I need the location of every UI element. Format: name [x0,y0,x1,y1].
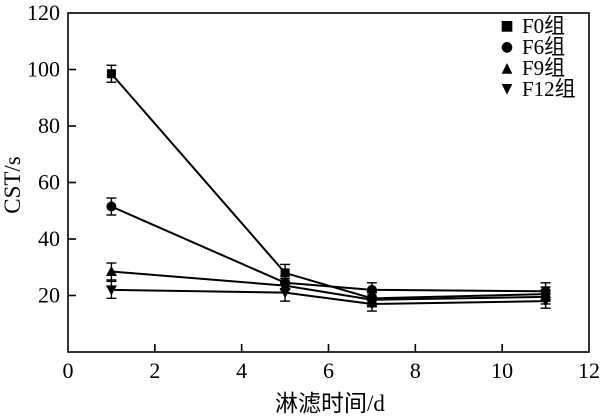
series-line-F9组 [111,270,546,301]
legend-label: F6组 [522,35,566,59]
triangle-up-icon: ▲ [501,60,513,76]
triangle-down-icon: ▼ [501,81,513,97]
series-line-F0组 [110,73,546,300]
y-tick-label: 60 [38,170,60,195]
legend-item-f6: ● F6组 [500,37,576,58]
triangle-down-marker [105,285,117,296]
triangle-down-marker [279,288,291,299]
legend: ■ F0组 ● F6组 ▲ F9组 ▼ F12组 [500,16,576,100]
legend-item-f0: ■ F0组 [500,16,576,37]
square-marker [106,69,116,79]
x-tick-label: 10 [491,358,513,383]
series-line-F12组 [111,288,546,305]
legend-item-f12: ▼ F12组 [500,79,576,100]
x-tick-label: 2 [149,358,160,383]
y-tick-label: 100 [27,57,60,82]
x-tick-label: 8 [410,358,421,383]
y-tick-label: 20 [38,283,60,308]
y-tick-label: 40 [38,226,60,251]
series-line-F6组 [111,205,546,293]
legend-label: F9组 [522,56,566,80]
triangle-up-marker [279,280,291,291]
x-tick-label: 4 [236,358,247,383]
y-tick-label: 120 [27,0,60,25]
legend-label: F0组 [522,14,566,38]
legend-label: F12组 [522,77,576,101]
x-tick-label: 6 [323,358,334,383]
x-tick-label: 0 [63,358,74,383]
y-axis-title: CST/s [0,156,25,214]
x-axis-title: 淋滤时间/d [275,391,385,416]
circle-marker [366,284,377,295]
circle-marker [540,286,551,297]
y-tick-label: 80 [38,113,60,138]
triangle-up-marker [105,265,117,276]
circle-marker [106,201,117,212]
x-tick-label: 12 [578,358,600,383]
legend-item-f9: ▲ F9组 [500,58,576,79]
square-marker [280,268,290,278]
circle-icon: ● [500,39,514,55]
square-icon: ■ [500,18,514,34]
triangle-down-marker [540,296,552,307]
triangle-down-marker [366,299,378,310]
